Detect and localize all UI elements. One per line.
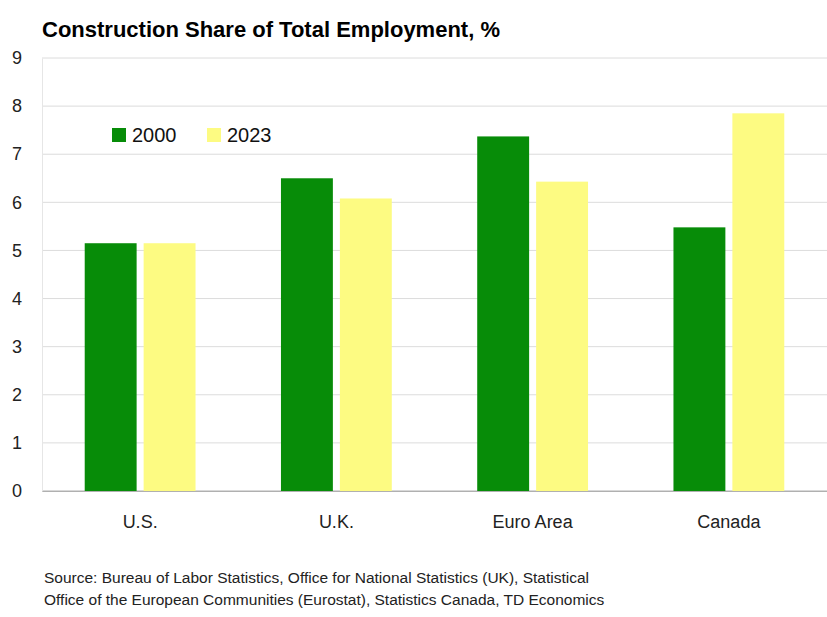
legend-item: 2000: [112, 124, 177, 146]
title: Construction Share of Total Employment, …: [42, 17, 500, 42]
y-tick: 3: [12, 337, 42, 357]
bar: [144, 243, 196, 491]
y-tick-label: 4: [12, 289, 22, 309]
x-tick: Canada: [697, 491, 761, 532]
y-tick-label: 6: [12, 193, 22, 213]
y-tick: 0: [12, 481, 42, 501]
grid-line: [42, 58, 827, 59]
source: Source: Bureau of Labor Statistics, Offi…: [44, 569, 589, 586]
legend: 2000 2023: [112, 124, 272, 146]
x-tick-label: U.K.: [319, 512, 354, 532]
bar: [732, 113, 784, 491]
series: [144, 113, 785, 491]
y-axis: 0 1 2 3 4 5 6 7 8 9: [12, 48, 43, 501]
x-tick-label: Canada: [697, 512, 761, 532]
bars: [85, 113, 785, 491]
legend-swatch: [207, 128, 221, 142]
y-tick-label: 1: [12, 433, 22, 453]
source: Office of the European Communities (Euro…: [44, 591, 605, 608]
y-tick: 2: [12, 385, 42, 405]
y-tick: 5: [12, 241, 42, 261]
grid-line: [42, 202, 827, 203]
y-tick: 9: [12, 48, 42, 68]
legend-item: 2023: [207, 124, 272, 146]
bar: [477, 136, 529, 491]
chart: Construction Share of Total Employment, …: [0, 0, 827, 617]
legend-swatch: [112, 128, 126, 142]
y-tick: 7: [12, 144, 42, 164]
x-tick: Euro Area: [493, 491, 574, 532]
bar: [85, 243, 137, 491]
y-tick-label: 8: [12, 96, 22, 116]
y-tick: 8: [12, 96, 42, 116]
x-axis: U.S. U.K. Euro Area Canada: [43, 491, 827, 532]
grid-line: [42, 154, 827, 155]
legend-label: 2023: [227, 124, 272, 146]
x-tick-label: Euro Area: [493, 512, 574, 532]
legend-label: 2000: [132, 124, 177, 146]
series: [85, 136, 726, 491]
grid-line: [42, 106, 827, 107]
y-tick-label: 9: [12, 48, 22, 68]
y-axis-line: [42, 59, 43, 492]
x-tick: U.K.: [319, 491, 354, 532]
x-axis-line: [43, 491, 827, 492]
bar: [281, 178, 333, 491]
y-tick-label: 0: [12, 481, 22, 501]
bar: [340, 198, 392, 491]
y-tick-label: 2: [12, 385, 22, 405]
y-tick-label: 5: [12, 241, 22, 261]
y-tick-label: 7: [12, 144, 22, 164]
bar: [673, 227, 725, 491]
y-tick: 6: [12, 193, 42, 213]
y-tick: 1: [12, 433, 42, 453]
x-tick: U.S.: [123, 491, 158, 532]
grid: [42, 58, 827, 491]
plot: 0 1 2 3 4 5 6 7 8 9 U.S. U.K. Euro Area Canada 2000 202…: [12, 48, 827, 532]
y-tick-label: 3: [12, 337, 22, 357]
x-tick-label: U.S.: [123, 512, 158, 532]
bar: [536, 182, 588, 491]
y-tick: 4: [12, 289, 42, 309]
